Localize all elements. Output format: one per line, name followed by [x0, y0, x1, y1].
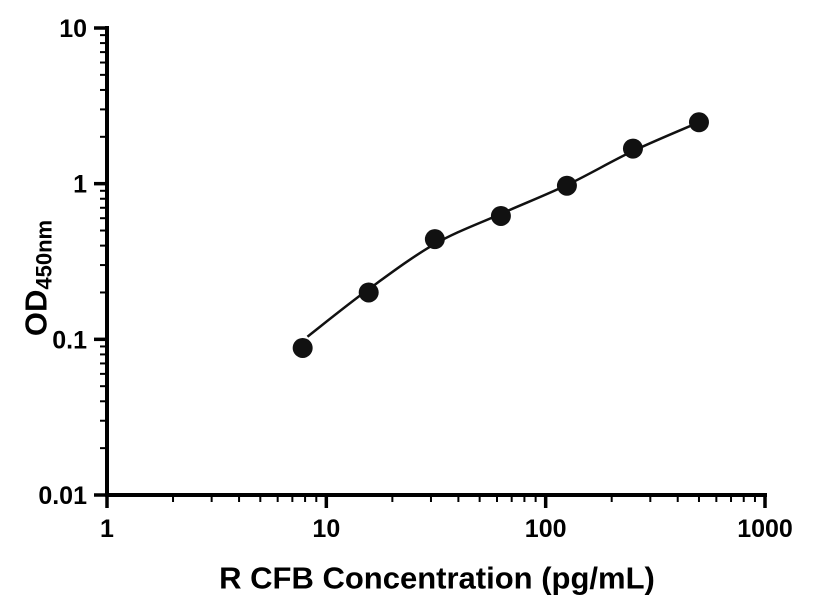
data-point [292, 337, 313, 358]
data-point [358, 282, 379, 303]
y-axis-title-text: OD [18, 289, 54, 337]
x-tick-label: 100 [525, 515, 567, 543]
y-tick-label: 10 [59, 15, 87, 43]
y-tick-label: 1 [73, 171, 87, 199]
x-tick-label: 10 [312, 515, 340, 543]
x-axis-title: R CFB Concentration (pg/mL) [219, 560, 655, 596]
data-point [556, 175, 577, 196]
x-tick-label: 1 [100, 515, 114, 543]
data-point [622, 138, 643, 159]
axis-lines [105, 26, 767, 497]
y-tick-label: 0.1 [52, 326, 87, 354]
data-point [490, 205, 511, 226]
x-tick-label: 1000 [737, 515, 793, 543]
data-point [688, 112, 709, 133]
data-point [424, 229, 445, 250]
y-axis-title: OD450nm [18, 220, 57, 337]
y-tick-label: 0.01 [38, 482, 87, 510]
y-axis-title-subscript: 450nm [31, 219, 57, 290]
